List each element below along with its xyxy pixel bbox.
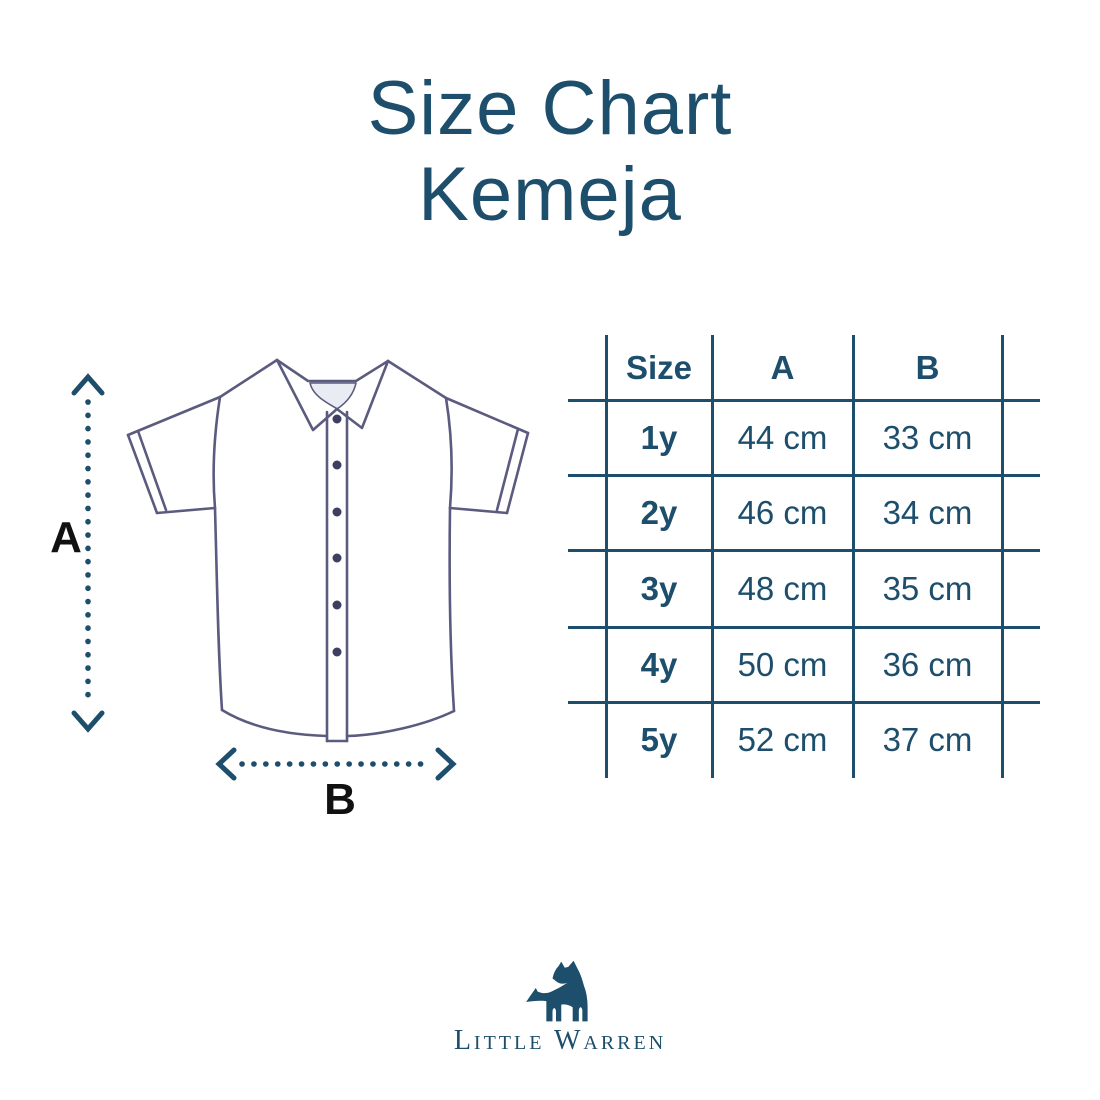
- a-cell: 44 cm: [737, 418, 828, 456]
- shirt-illustration-icon: [126, 358, 530, 743]
- header-b: B: [915, 348, 940, 386]
- page-title-line1: Size Chart: [367, 66, 733, 151]
- a-cell: 48 cm: [737, 569, 828, 607]
- size-cell: 1y: [640, 418, 678, 456]
- table-grid-line: [568, 398, 1040, 402]
- b-cell: 36 cm: [882, 645, 973, 683]
- size-cell: 2y: [640, 493, 678, 531]
- size-cell: 3y: [640, 569, 678, 607]
- header-size: Size: [625, 348, 693, 386]
- table-grid-line: [568, 473, 1040, 477]
- table-row: 5y 52 cm 37 cm: [568, 702, 1040, 778]
- table-grid-line: [604, 335, 608, 778]
- table-grid-line: [710, 335, 714, 778]
- b-cell: 37 cm: [882, 721, 973, 758]
- wolf-icon: [526, 960, 588, 1022]
- header-a: A: [770, 348, 795, 386]
- table-grid-line: [851, 335, 855, 778]
- size-cell: 4y: [640, 645, 678, 683]
- page-title-line2: Kemeja: [418, 152, 682, 237]
- height-label: A: [50, 513, 82, 562]
- brand-name: Little Warren: [453, 1025, 667, 1056]
- table-grid-line: [1000, 335, 1004, 778]
- a-cell: 52 cm: [737, 721, 828, 758]
- b-cell: 33 cm: [882, 418, 973, 456]
- table-header-row: Size A B: [568, 335, 1040, 400]
- a-cell: 46 cm: [737, 493, 828, 531]
- size-table: Size A B 1y 44 cm 33 cm 2y 46 cm 34 cm 3…: [568, 335, 1040, 778]
- a-cell: 50 cm: [737, 645, 828, 683]
- table-row: 2y 46 cm 34 cm: [568, 475, 1040, 550]
- table-row: 4y 50 cm 36 cm: [568, 627, 1040, 702]
- page-title: Size Chart Kemeja: [0, 66, 1100, 238]
- size-cell: 5y: [640, 721, 678, 758]
- table-grid-line: [568, 625, 1040, 629]
- height-dotted-arrow-icon: [71, 373, 105, 733]
- width-label: B: [324, 775, 356, 824]
- table-grid-line: [568, 548, 1040, 552]
- table-row: 3y 48 cm 35 cm: [568, 550, 1040, 627]
- b-cell: 34 cm: [882, 493, 973, 531]
- table-row: 1y 44 cm 33 cm: [568, 400, 1040, 475]
- table-grid-line: [568, 700, 1040, 704]
- width-dotted-arrow-icon: [215, 747, 457, 781]
- b-cell: 35 cm: [882, 569, 973, 607]
